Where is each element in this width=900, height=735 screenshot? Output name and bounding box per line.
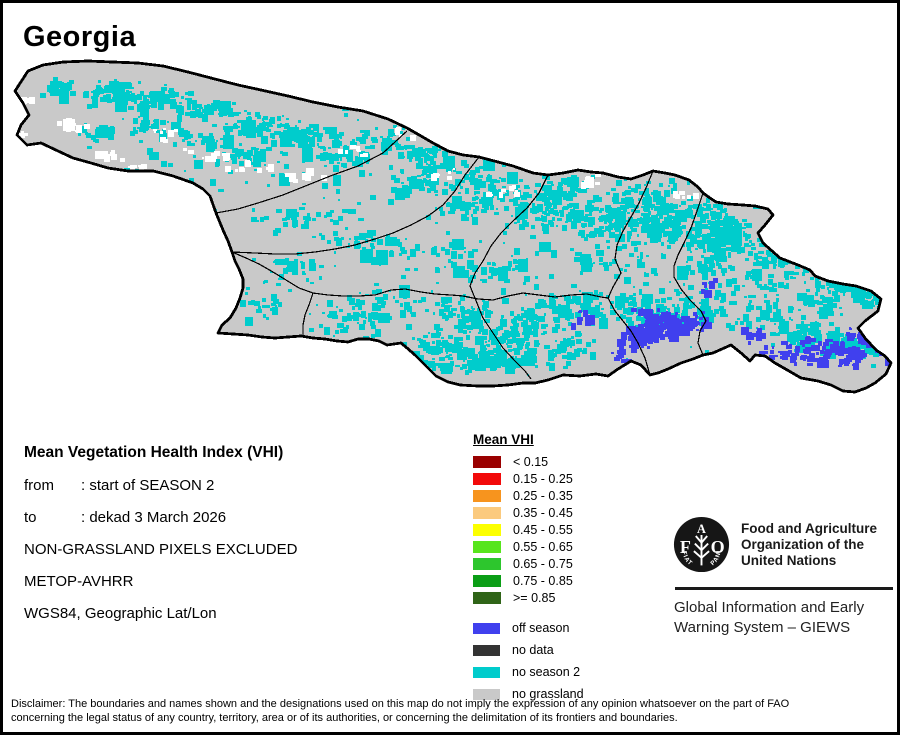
info-heading: Mean Vegetation Health Index (VHI) (24, 444, 284, 461)
legend-label: no season 2 (512, 665, 581, 679)
vhi-legend: Mean VHI < 0.15 0.15 - 0.25 0.25 - 0.35 0.3… (473, 432, 573, 608)
page-title: Georgia (23, 21, 137, 53)
info-line: NON-GRASSLAND PIXELS EXCLUDED (24, 540, 298, 558)
fao-logo-icon: F A O FIAT PANIS (673, 516, 730, 573)
fao-name-line: Organization of the (741, 536, 864, 552)
disclaimer-line: Disclaimer: The boundaries and names sho… (11, 698, 790, 710)
legend-label: no data (512, 643, 554, 657)
legend-row: >= 0.85 (473, 591, 573, 605)
legend-swatch (473, 472, 501, 486)
fao-name: Food and Agriculture Organization of the U… (741, 521, 877, 569)
fao-name-line: United Nations (741, 552, 837, 568)
legend-row: off season (473, 621, 584, 635)
legend-swatch (473, 666, 500, 678)
legend-swatch (473, 523, 501, 537)
legend-swatch (473, 506, 501, 520)
info-row-label: from (24, 476, 54, 494)
fao-block: F A O FIAT PANIS Food and AgricultureOrg… (673, 516, 877, 573)
fao-name-line: Food and Agriculture (741, 520, 877, 536)
legend-rows: < 0.15 0.15 - 0.25 0.25 - 0.35 0.35 - 0.45 0… (473, 455, 573, 605)
country-outline (13, 59, 893, 394)
wheat-ear-icon (693, 535, 710, 566)
legend-row: 0.25 - 0.35 (473, 489, 573, 503)
legend-swatch (473, 540, 501, 554)
info-line: WGS84, Geographic Lat/Lon (24, 604, 217, 622)
info-block: Mean Vegetation Health Index (VHI) from … (24, 437, 297, 629)
legend-label: off season (512, 621, 570, 635)
legend-title: Mean VHI (473, 432, 534, 447)
extra-legend: off season no data no season 2 no grassland (473, 621, 584, 709)
legend-row: 0.15 - 0.25 (473, 472, 573, 486)
info-row-from: from : start of SEASON 2 (24, 469, 297, 501)
disclaimer-line: concerning the legal status of any count… (11, 712, 678, 724)
legend-swatch (473, 574, 501, 588)
fao-divider (675, 587, 893, 590)
info-row-to: to : dekad 3 March 2026 (24, 501, 297, 533)
legend-swatch (473, 591, 501, 605)
info-row-value: : dekad 3 March 2026 (81, 508, 227, 526)
legend-row: 0.65 - 0.75 (473, 557, 573, 571)
legend-swatch (473, 644, 500, 656)
legend-label: 0.25 - 0.35 (513, 489, 573, 503)
info-extra-lines: NON-GRASSLAND PIXELS EXCLUDED METOP-AVHRR… (24, 533, 297, 629)
info-row-label: to (24, 508, 37, 526)
fao-letter-a: A (697, 522, 706, 536)
georgia-map (13, 59, 893, 394)
legend-row: 0.75 - 0.85 (473, 574, 573, 588)
legend-row: no data (473, 643, 584, 657)
giews-subtitle: Global Information and Early Warning Syst… (674, 598, 864, 637)
disclaimer-text: Disclaimer: The boundaries and names sho… (11, 697, 789, 725)
info-line: METOP-AVHRR (24, 572, 134, 590)
legend-swatch (473, 688, 500, 700)
legend-swatch (473, 557, 501, 571)
legend-row: 0.55 - 0.65 (473, 540, 573, 554)
legend-label: 0.75 - 0.85 (513, 574, 573, 588)
region-boundaries (215, 130, 707, 380)
legend-label: 0.55 - 0.65 (513, 540, 573, 554)
legend-label: 0.45 - 0.55 (513, 523, 573, 537)
legend-row: 0.45 - 0.55 (473, 523, 573, 537)
legend-label: 0.65 - 0.75 (513, 557, 573, 571)
legend-label: < 0.15 (513, 455, 549, 469)
legend-label: 0.15 - 0.25 (513, 472, 573, 486)
legend-swatch (473, 455, 501, 469)
legend-row: 0.35 - 0.45 (473, 506, 573, 520)
giews-line: Global Information and Early (674, 599, 865, 616)
fao-letter-o: O (711, 537, 725, 557)
legend-label: 0.35 - 0.45 (513, 506, 573, 520)
legend-swatch (473, 489, 501, 503)
vhi-pixel-speckles (15, 77, 891, 376)
fao-letter-f: F (680, 537, 691, 557)
legend-row: < 0.15 (473, 455, 573, 469)
info-row-value: : start of SEASON 2 (81, 476, 215, 494)
giews-line: Warning System – GIEWS (674, 618, 851, 636)
legend-rows: off season no data no season 2 no grassland (473, 621, 584, 701)
legend-row: no season 2 (473, 665, 584, 679)
legend-row: no grassland (473, 687, 584, 701)
legend-label: no grassland (512, 687, 584, 701)
legend-swatch (473, 622, 500, 634)
legend-label: >= 0.85 (513, 591, 556, 605)
